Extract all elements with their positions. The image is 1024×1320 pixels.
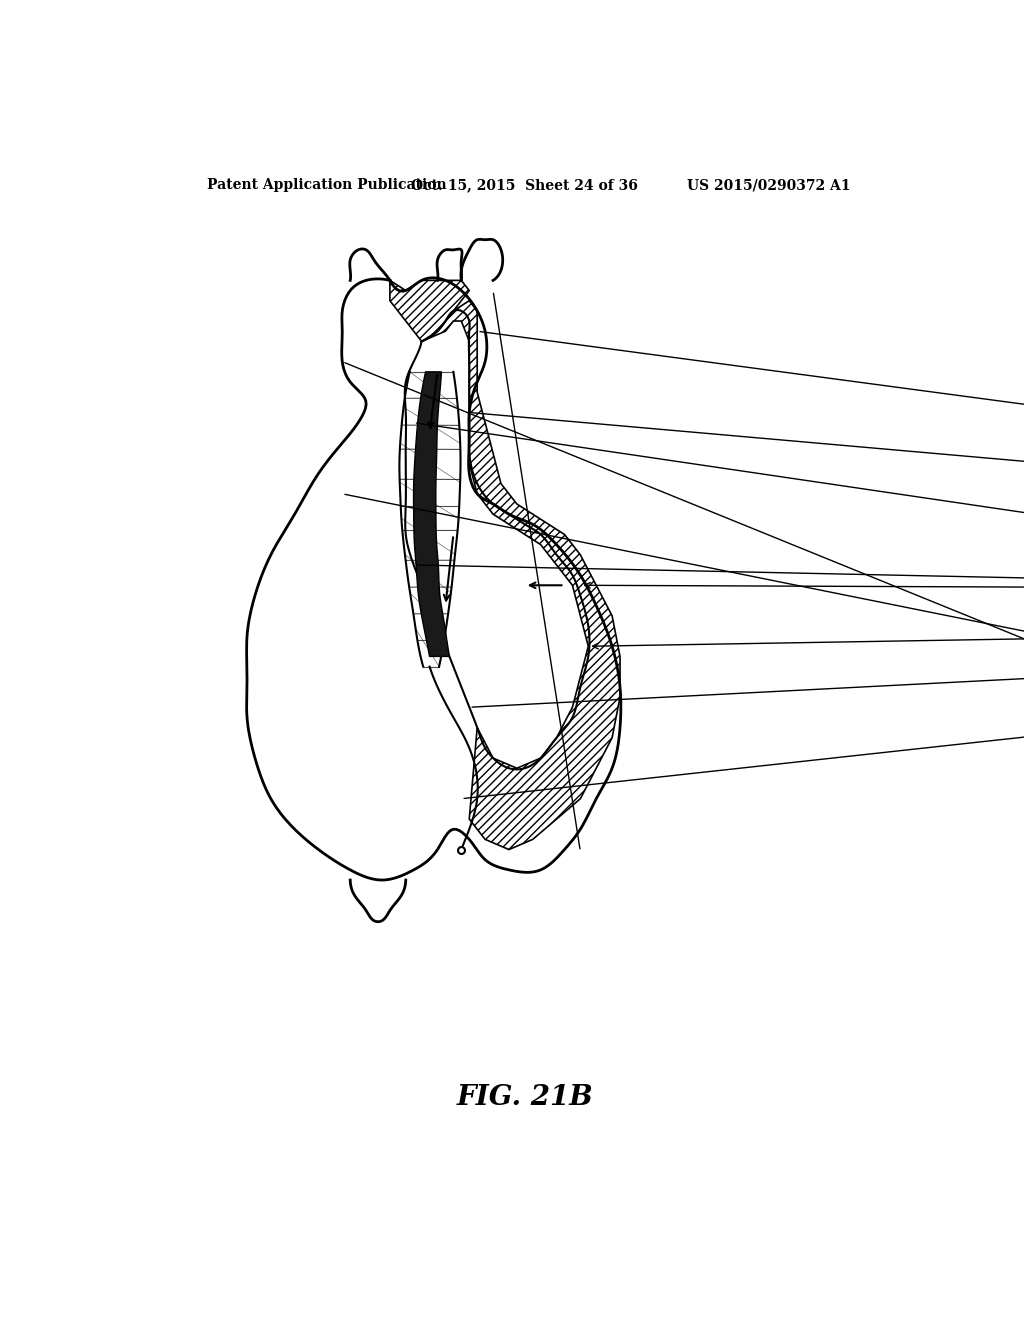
Text: US 2015/0290372 A1: US 2015/0290372 A1	[687, 178, 850, 193]
Text: Oct. 15, 2015  Sheet 24 of 36: Oct. 15, 2015 Sheet 24 of 36	[412, 178, 638, 193]
Polygon shape	[414, 372, 450, 656]
Text: Patent Application Publication: Patent Application Publication	[207, 178, 447, 193]
Polygon shape	[390, 280, 469, 342]
Polygon shape	[422, 301, 621, 850]
Text: FIG. 21B: FIG. 21B	[457, 1084, 593, 1111]
